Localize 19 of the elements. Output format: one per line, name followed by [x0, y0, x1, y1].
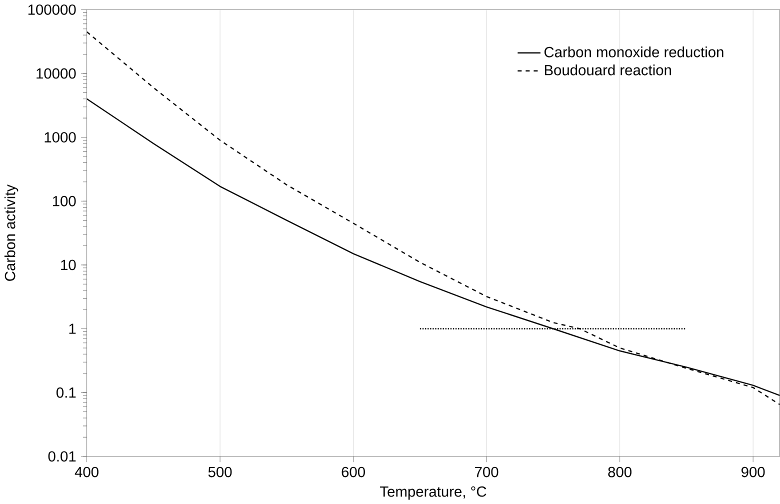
x-tick-label: 700	[475, 466, 498, 478]
x-tick-label: 800	[608, 466, 632, 478]
line-series	[86, 31, 780, 406]
legend-label: Carbon monoxide reduction	[544, 46, 724, 58]
y-tick-label: 100000	[28, 4, 76, 15]
y-axis-title: Carbon activity	[4, 184, 18, 281]
y-tick-label: 1000	[44, 132, 76, 142]
x-tick-label: 600	[342, 466, 365, 478]
y-tick-label: 10	[61, 260, 76, 270]
x-tick-label: 900	[742, 466, 765, 478]
x-tick-label: 500	[208, 466, 232, 478]
y-tick-label: 10000	[36, 68, 76, 79]
y-tick-label: 0.1	[56, 387, 76, 398]
x-axis-title: Temperature, °C	[380, 486, 486, 500]
y-tick-label: 1	[69, 324, 76, 334]
legend-label: Boudouard reaction	[544, 64, 671, 76]
y-tick-label: 0.01	[48, 451, 76, 462]
x-tick-label: 400	[74, 466, 98, 478]
y-tick-label: 100	[52, 196, 76, 206]
